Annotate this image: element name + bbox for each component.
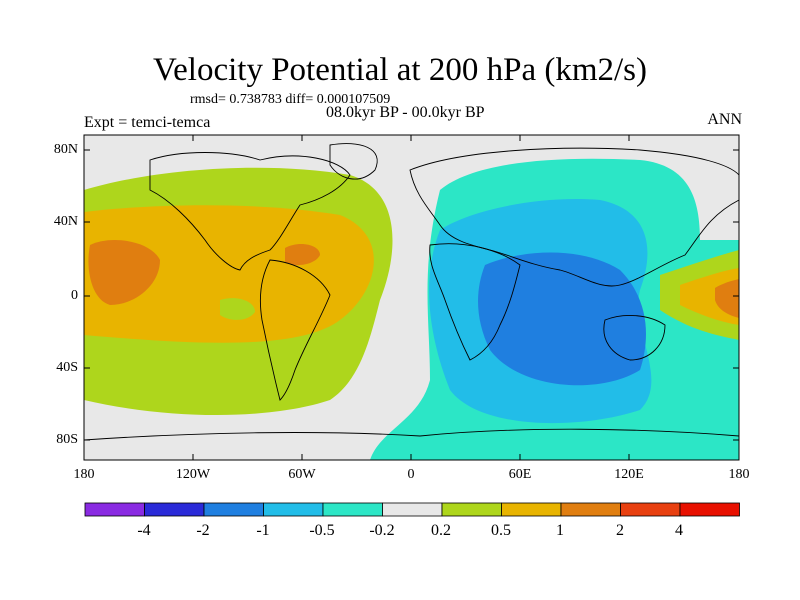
contour-0.5-west	[84, 205, 374, 343]
colorbar-label: -1	[256, 522, 270, 539]
colorbar-label: -0.5	[309, 522, 335, 539]
lon-label-60w: 60W	[288, 467, 316, 482]
colorbar-swatch	[560, 502, 621, 517]
lat-ticks	[84, 149, 739, 441]
lat-label-40n: 40N	[53, 214, 78, 229]
lat-label-80n: 80N	[53, 142, 78, 157]
colorbar-label: -2	[196, 522, 210, 539]
colorbar-swatch	[620, 502, 681, 517]
contour-1-pacific	[715, 279, 739, 318]
lon-label-120w: 120W	[175, 467, 211, 482]
colorbar-swatch	[263, 502, 324, 517]
coast-north-america	[149, 152, 351, 271]
coast-africa	[429, 243, 521, 361]
map-title: Velocity Potential at 200 hPa (km2/s)	[152, 52, 648, 88]
colorbar-label: 0.5	[491, 522, 511, 539]
colorbar-swatch	[322, 502, 383, 517]
colorbar-swatch	[441, 502, 502, 517]
colorbar-swatch	[203, 502, 264, 517]
contour-1-west	[88, 240, 160, 305]
season-label: ANN	[707, 111, 742, 128]
colorbar-label: 1	[556, 522, 564, 539]
colorbar-label: -4	[137, 522, 151, 539]
lat-label-40s: 40S	[56, 360, 78, 375]
lon-label-120e: 120E	[614, 467, 644, 482]
contour-fill	[84, 135, 739, 460]
coast-antarctica	[84, 428, 739, 441]
colorbar-label: 0.2	[431, 522, 451, 539]
coastlines	[84, 143, 739, 441]
colorbar-swatch	[84, 502, 145, 517]
colorbar-label: -0.2	[369, 522, 395, 539]
colorbar-swatch	[679, 502, 740, 517]
colorbar	[84, 502, 740, 517]
lat-label-80s: 80S	[56, 432, 78, 447]
colorbar-label: 2	[616, 522, 624, 539]
lon-label-60e: 60E	[508, 467, 532, 482]
lon-label-0: 0	[407, 467, 415, 482]
coast-greenland	[329, 143, 378, 180]
contour-1-caribbean	[285, 244, 320, 266]
period-label: 08.0kyr BP - 00.0kyr BP	[326, 104, 485, 121]
lon-label-180e: 180	[728, 467, 750, 482]
colorbar-swatch	[382, 502, 443, 517]
lon-label-180w: 180	[73, 467, 95, 482]
colorbar-swatch	[144, 502, 205, 517]
colorbar-label: 4	[675, 522, 683, 539]
coast-eurasia	[409, 147, 739, 287]
lon-ticks	[192, 135, 630, 460]
colorbar-swatch	[501, 502, 562, 517]
contour-0.2-west-inner	[220, 298, 255, 320]
experiment-label: Expt = temci-temca	[84, 114, 211, 131]
coast-australia	[603, 315, 666, 361]
coast-south-america	[259, 259, 331, 401]
lat-label-0: 0	[71, 288, 78, 303]
rmsd-subtitle: rmsd= 0.738783 diff= 0.000107509	[190, 92, 391, 107]
